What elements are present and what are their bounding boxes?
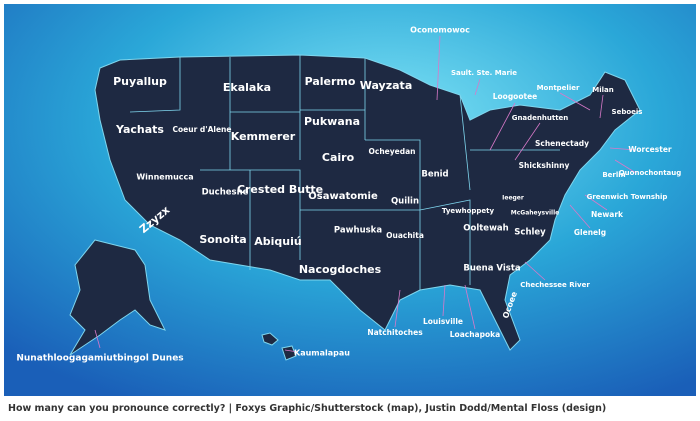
place-label: Ekalaka (223, 81, 271, 94)
place-label: Nunathloogagamiutbingol Dunes (16, 354, 183, 364)
hawaii-island (281, 345, 297, 361)
place-label: Kemmerer (231, 130, 296, 143)
place-label: Shickshinny (519, 161, 570, 170)
leader-line (559, 92, 591, 111)
place-label: Natchitoches (367, 328, 423, 337)
place-label: Loachapoka (450, 330, 500, 339)
place-label: Sault. Ste. Marie (451, 69, 517, 77)
leader-line (614, 159, 637, 174)
leader-line (569, 204, 591, 229)
place-label: Montpelier (537, 84, 580, 92)
place-label: Nacogdoches (299, 263, 382, 276)
state-borders (129, 55, 560, 290)
place-label: Cairo (322, 151, 355, 164)
place-label: Newark (591, 210, 624, 219)
place-label: Ocheyedan (369, 147, 416, 156)
caption: How many can you pronounce correctly? | … (8, 403, 606, 414)
border (129, 55, 560, 290)
place-label: Worcester (628, 145, 672, 154)
place-label: Winnemucca (136, 173, 193, 182)
place-label: Ieeger (502, 195, 524, 202)
leader-line (394, 289, 401, 328)
leader-line (464, 284, 476, 330)
place-label: Palermo (305, 75, 356, 88)
place-label: Berlin (602, 171, 625, 179)
place-label: Puyallup (113, 75, 167, 88)
place-label: Duchesne (202, 188, 249, 198)
leader-line (436, 35, 441, 101)
leader-line (599, 94, 604, 119)
leader-line (514, 122, 541, 161)
place-label: Abiquiú (254, 235, 301, 248)
leader-line (609, 147, 637, 151)
place-label: Benid (421, 170, 448, 180)
place-label: Seboeis (612, 108, 643, 116)
leader-line (524, 261, 546, 281)
place-label: Yachats (115, 123, 164, 136)
place-label: Pukwana (304, 115, 360, 128)
place-label: Gnadenhutten (512, 114, 569, 122)
place-label: Quilin (391, 197, 419, 207)
place-label: Greenwich Township (587, 193, 668, 201)
place-label: Crested Butte (237, 183, 323, 196)
place-label: Louisville (423, 317, 463, 326)
place-label: Buena Vista (463, 264, 521, 274)
place-label: Coeur d'Alene (173, 125, 232, 134)
leader-line (584, 194, 608, 211)
place-label: Ooltewah (463, 224, 508, 234)
place-label: Quonochontaug (619, 169, 682, 177)
place-label: Osawatomie (308, 191, 378, 202)
place-label: Ouachita (386, 231, 424, 240)
place-label: Loogootee (493, 92, 538, 101)
leader-line (442, 284, 446, 317)
hawaii (261, 332, 279, 346)
place-label: Wayzata (360, 79, 413, 92)
leader-line (94, 329, 101, 349)
leader-lines (94, 35, 637, 353)
place-label: Schley (514, 228, 546, 238)
alaska (69, 239, 166, 356)
leader-line (489, 102, 516, 151)
place-label: Schenectady (535, 139, 589, 148)
leader-line (474, 78, 481, 96)
mainland (94, 54, 641, 351)
place-label: Chechessee River (520, 281, 590, 289)
place-label: Oconomowoc (410, 26, 470, 35)
place-label: Kaumalapau (294, 349, 350, 358)
place-label: Tyewhoppety (442, 207, 495, 215)
place-label: Pawhuska (334, 226, 382, 236)
map-shapes (69, 54, 641, 361)
place-label: McGaheysville (511, 210, 559, 217)
leader-line (284, 349, 299, 353)
place-label: Milan (592, 86, 613, 94)
place-labels: Puyallup Ekalaka Palermo Wayzata Oconomowoc S… (16, 26, 681, 364)
place-label: Glenelg (574, 228, 606, 237)
place-label: Sonoita (199, 233, 246, 246)
